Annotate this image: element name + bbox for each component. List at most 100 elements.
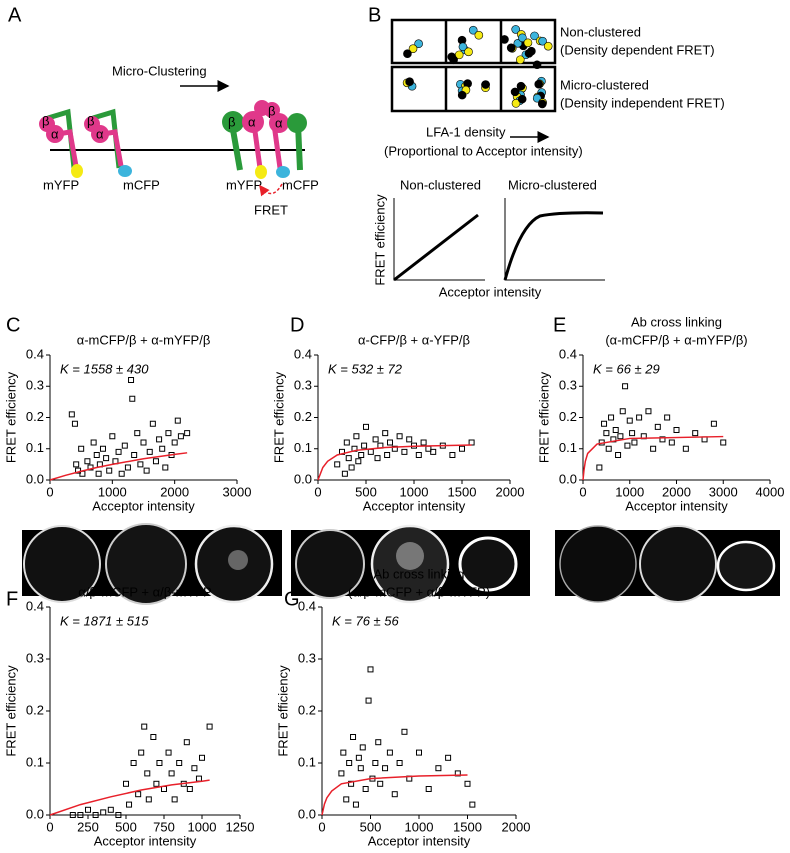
point (174, 417, 181, 424)
chart-title: Ab cross linking (373, 566, 464, 581)
y-tick-label: 0.0 (26, 471, 44, 486)
x-tick-label: 2000 (160, 484, 189, 499)
point (156, 760, 163, 766)
point (415, 452, 422, 458)
annotation: K = 76 ± 56 (332, 613, 400, 628)
molecule (532, 60, 542, 70)
point (617, 433, 624, 440)
point (143, 467, 150, 474)
cell-spot (396, 542, 424, 570)
point (141, 723, 148, 730)
point (391, 791, 398, 798)
point (361, 442, 368, 449)
point (357, 765, 364, 772)
greek: β (42, 113, 49, 128)
point (664, 414, 671, 421)
point (176, 760, 183, 766)
panel-letter: B (368, 4, 381, 26)
molecule (530, 31, 539, 41)
point (469, 801, 476, 808)
label: FRET (254, 202, 288, 217)
point (115, 448, 122, 455)
cell (105, 523, 187, 605)
point (126, 801, 133, 808)
molecule (516, 81, 526, 91)
point (199, 754, 205, 761)
molecule (523, 38, 533, 48)
cell (639, 525, 717, 603)
point (406, 436, 413, 443)
point (183, 739, 190, 746)
point (377, 780, 384, 787)
cfp (276, 166, 290, 178)
yfp (71, 164, 83, 178)
cell (295, 529, 365, 599)
point (177, 433, 184, 440)
point (362, 786, 369, 792)
point (603, 430, 610, 437)
molecule (506, 43, 516, 53)
molecule (458, 42, 468, 52)
y-tick-label: 0.3 (294, 378, 312, 393)
point (382, 430, 389, 437)
point (340, 749, 347, 756)
point (159, 445, 166, 452)
point (682, 445, 689, 452)
point (75, 467, 82, 474)
point (445, 754, 452, 761)
point (601, 420, 608, 427)
chart-title: α-CFP/β + α-YFP/β (358, 332, 470, 347)
point (645, 408, 652, 415)
greek: β (87, 113, 94, 128)
x-tick-label: 250 (77, 819, 99, 834)
point (401, 728, 408, 735)
point (650, 445, 657, 452)
point (135, 791, 142, 798)
point (654, 423, 661, 430)
x-axis-label: Acceptor intensity (94, 833, 197, 848)
point (140, 439, 147, 446)
point (629, 430, 636, 437)
point (334, 461, 341, 468)
beta-head (287, 113, 307, 133)
fit-curve (582, 435, 724, 481)
molecule (538, 36, 547, 46)
y-tick-label: 0.1 (26, 440, 44, 455)
point (355, 754, 362, 761)
point (95, 470, 102, 477)
y-tick-label: 0.1 (298, 754, 316, 769)
point (130, 760, 137, 766)
molecule (518, 33, 527, 43)
y-tick-label: 0.1 (26, 754, 44, 769)
chart-title: Ab cross linking (631, 314, 722, 329)
point (124, 464, 131, 471)
point (396, 760, 403, 766)
x-tick-label: 1000 (615, 484, 644, 499)
y-tick-label: 0.3 (298, 650, 316, 665)
x-axis-label: Acceptor intensity (363, 498, 466, 513)
point (103, 455, 110, 462)
x-tick-label: 2000 (502, 819, 531, 834)
cell (559, 525, 637, 603)
molecule (500, 35, 509, 44)
y-axis-label: FRET efficiency (3, 665, 18, 757)
y-axis-label: FRET efficiency (3, 371, 18, 463)
point (387, 439, 393, 446)
molecule (534, 79, 544, 89)
x-tick-label: 3000 (223, 484, 252, 499)
panel-letter: E (553, 314, 566, 336)
point (87, 464, 94, 471)
x-tick-label: 500 (115, 819, 137, 834)
point (153, 780, 160, 787)
annotation: K = 1871 ± 515 (60, 613, 149, 628)
molecule (414, 39, 423, 49)
point (710, 420, 717, 427)
chart-subtitle: (α-mCFP/β + α-mYFP/β) (605, 332, 747, 347)
label: mYFP (43, 177, 79, 192)
chart-subtitle: (α/β-mCFP + α/β-mYFP) (348, 584, 490, 599)
point (145, 796, 152, 803)
point (121, 442, 128, 449)
label: Non-clustered (560, 24, 641, 39)
molecule (510, 87, 520, 97)
x-tick-label: 750 (153, 819, 175, 834)
